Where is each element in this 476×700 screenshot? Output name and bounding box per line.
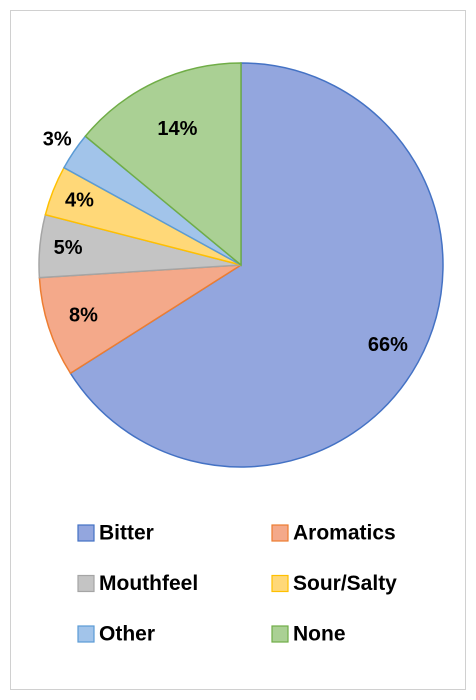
pie-slice [84,62,242,267]
legend-swatch [77,625,95,643]
legend-swatch [271,524,289,542]
value-label: 5% [54,237,83,259]
legend-label: Other [99,623,155,646]
value-label: 66% [368,334,408,356]
legend-swatch [77,524,95,542]
legend-swatch [271,625,289,643]
legend-label: None [293,623,346,646]
legend-label: Aromatics [293,522,396,545]
legend-label: Mouthfeel [99,572,198,595]
value-label: 8% [69,304,98,326]
value-label: 3% [43,128,72,150]
value-label: 14% [157,118,197,140]
pie-slice [69,62,444,468]
pie-slice [38,264,242,375]
legend-label: Sour/Salty [293,572,397,595]
legend-label: Bitter [99,522,154,545]
legend-swatch [271,574,289,593]
value-label: 4% [65,189,94,211]
legend-swatch [77,574,95,593]
